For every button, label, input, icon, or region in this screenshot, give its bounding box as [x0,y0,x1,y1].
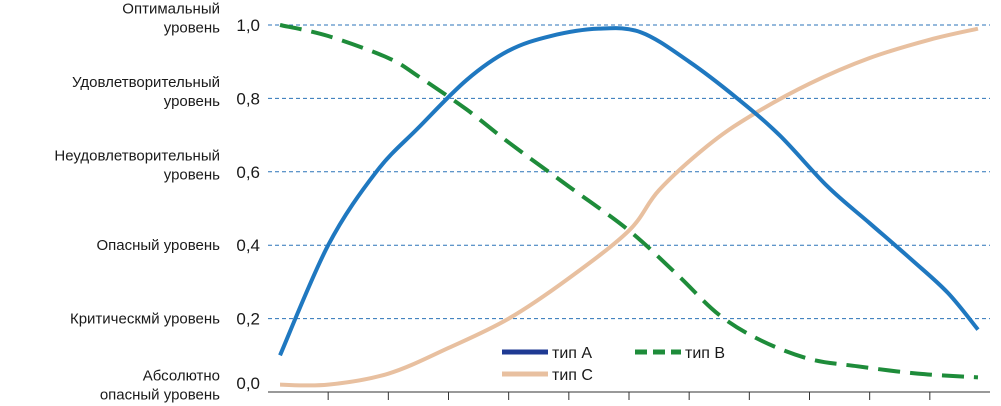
legend-label-1: тип B [685,345,725,362]
gridlines [268,24,990,320]
level-label-3-line-1: уровень [164,166,220,183]
legend-label-2: тип C [552,367,593,384]
series-line-2 [280,26,979,388]
level-label-2-line-0: Опасный уровень [96,237,220,254]
series-line-1 [279,23,979,380]
x-axis [268,391,990,400]
level-label-5-line-0: Оптимальный [122,1,220,18]
legend-label-0: тип A [552,345,592,362]
y-tick-label-0: 0,0 [236,374,260,393]
level-label-0-line-0: Абсолютно [143,368,220,385]
level-label-1-line-0: Критическмй уровень [70,311,220,328]
y-tick-label-3: 0,6 [236,163,260,182]
y-tick-label-4: 0,8 [236,89,260,108]
y-tick-label-2: 0,4 [236,236,260,255]
level-label-4-line-0: Удовлетворительный [72,74,220,91]
y-axis-labels: 0,0 Абсолютно опасный уровень 0,2 Критическм… [54,1,260,404]
level-label-3-line-0: Неудовлетворительный [54,147,220,164]
y-tick-label-1: 0,2 [236,310,260,329]
y-tick-label-5: 1,0 [236,16,260,35]
series-lines [278,23,980,388]
series-line-0 [278,26,980,357]
level-label-4-line-1: уровень [164,93,220,110]
level-label-0-line-1: опасный уровень [100,387,220,404]
legend: тип A тип B тип C [502,345,725,384]
level-label-5-line-1: уровень [164,20,220,37]
